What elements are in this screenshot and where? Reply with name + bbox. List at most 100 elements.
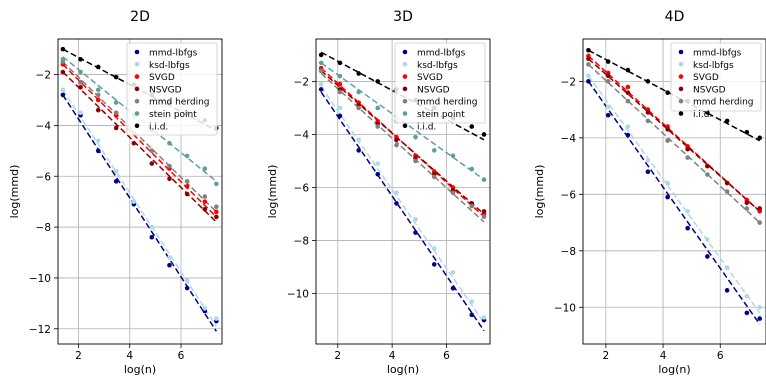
data-point-mmd-lbfgs [413,230,418,235]
legend-box [126,42,218,136]
data-point-mmd herding [469,203,475,209]
data-point-mmd herding [167,163,172,169]
legend-marker-NSVGD [678,86,684,92]
data-point-mmd-lbfgs [625,132,631,138]
data-point-stein point [431,148,437,153]
data-point-ksd-lbfgs [167,255,172,260]
data-point-NSVGD [184,191,190,197]
data-point-mmd herding [375,124,381,129]
chart-panel-4D: 2 4 6 −10 −8 −6 −4 −2 4D log(n) log(mmd) mmd-lbfgs k… [533,9,766,376]
data-point-NSVGD [214,214,219,220]
data-point-i.i.d. [645,79,651,84]
legend-marker-mmd herding [134,98,140,104]
data-point-NSVGD [744,200,750,206]
data-point-mmd herding [724,189,730,194]
legend: mmd-lbfgs ksd-lbfgs SVGD NSVGD mmd herding st… [126,42,218,136]
x-tick-label: 6 [717,350,724,362]
fit-line-mmd herding [587,63,761,224]
legend-marker-i.i.d. [678,111,684,116]
data-point-ksd-lbfgs [481,315,487,320]
data-point-mmd-lbfgs [337,113,343,119]
legend-marker-ksd-lbfgs [134,62,140,67]
data-point-stein point [469,166,475,172]
data-point-SVGD [95,97,101,103]
data-point-NSVGD [625,90,631,95]
fit-line-NSVGD [320,70,485,215]
y-tick-label: −8 [561,246,576,258]
data-point-mmd-lbfgs [586,79,591,84]
legend-marker-SVGD [134,74,140,79]
legend-label: NSVGD [693,85,726,95]
legend-label: ksd-lbfgs [693,61,734,71]
data-point-ksd-lbfgs [95,138,101,143]
data-point-mmd-lbfgs [450,286,456,291]
y-tick-label: −2 [561,76,576,88]
x-tick-label: 2 [334,350,341,362]
legend-label: NSVGD [149,85,182,95]
data-point-mmd herding [413,158,418,164]
fit-line-mmd-lbfgs [320,91,485,332]
data-point-SVGD [625,84,631,90]
data-point-mmd-lbfgs [757,316,763,321]
data-point-mmd-lbfgs [724,288,730,293]
fit-line-mmd-lbfgs [587,80,761,325]
data-point-ksd-lbfgs [318,81,324,87]
data-point-NSVGD [202,206,208,212]
data-point-i.i.d. [469,124,475,129]
legend-label: i.i.d. [417,122,436,132]
data-point-mmd-lbfgs [356,148,361,153]
fit-line-SVGD [62,63,217,218]
data-point-ksd-lbfgs [665,180,670,186]
data-point-ksd-lbfgs [202,306,208,311]
fit-line-ksd-lbfgs [62,89,217,327]
data-point-stein point [375,105,381,111]
data-point-NSVGD [586,56,591,62]
legend-label: mmd herding [417,98,478,108]
data-point-NSVGD [665,127,670,132]
y-tick-label: −8 [36,222,51,234]
data-point-mmd herding [214,204,219,210]
data-point-mmd herding [113,110,119,116]
legend-marker-mmd herding [678,98,684,104]
data-point-ksd-lbfgs [605,104,611,110]
plot-area [318,51,487,332]
data-point-ksd-lbfgs [356,137,361,143]
data-point-mmd herding [337,89,343,95]
data-point-i.i.d. [318,52,324,58]
legend-label: ksd-lbfgs [417,61,458,71]
fit-line-i.i.d. [588,49,761,142]
data-point-ksd-lbfgs [375,161,381,166]
data-point-mmd herding [95,92,101,98]
data-point-mmd-lbfgs [665,194,670,200]
data-point-mmd herding [705,172,710,177]
data-point-mmd herding [625,98,631,104]
data-point-i.i.d. [356,71,361,76]
legend-label: SVGD [417,73,443,83]
chart-title: 4D [665,9,685,25]
data-point-i.i.d. [586,47,591,53]
y-tick-label: −6 [561,189,577,201]
y-tick-label: −4 [36,120,52,132]
plot-area [586,47,763,325]
chart-title: 2D [130,9,150,25]
data-point-ksd-lbfgs [757,304,763,310]
legend-label: mmd herding [149,98,210,108]
data-point-mmd herding [356,105,361,111]
legend-label: SVGD [693,73,719,83]
data-point-stein point [95,87,101,93]
fit-line-mmd-lbfgs [62,94,217,332]
data-point-stein point [202,166,208,171]
y-tick-label: −8 [294,236,309,248]
data-point-ksd-lbfgs [184,278,190,283]
data-point-ksd-lbfgs [149,224,155,230]
data-point-NSVGD [149,161,155,166]
legend: mmd-lbfgs ksd-lbfgs SVGD NSVGD mmd herding i.… [670,42,762,120]
data-point-i.i.d. [757,135,763,141]
x-tick-label: 4 [389,350,396,362]
legend-label: i.i.d. [149,122,168,132]
data-point-mmd herding [605,79,611,84]
data-point-ksd-lbfgs [450,270,456,275]
data-point-NSVGD [481,209,487,214]
legend-marker-stein point [402,111,408,116]
data-point-mmd herding [394,142,399,148]
